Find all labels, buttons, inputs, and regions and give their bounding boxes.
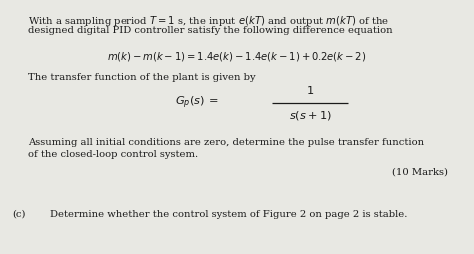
Text: $m(k) - m(k-1) = 1.4e(k) - 1.4e(k-1) + 0.2e(k-2)$: $m(k) - m(k-1) = 1.4e(k) - 1.4e(k-1) + 0… <box>107 50 367 63</box>
Text: Assuming all initial conditions are zero, determine the pulse transfer function: Assuming all initial conditions are zero… <box>28 138 424 147</box>
Text: $s(s+1)$: $s(s+1)$ <box>289 109 331 122</box>
Text: The transfer function of the plant is given by: The transfer function of the plant is gi… <box>28 73 255 82</box>
Text: Determine whether the control system of Figure 2 on page 2 is stable.: Determine whether the control system of … <box>50 210 407 219</box>
Text: (c): (c) <box>12 210 26 219</box>
Text: $1$: $1$ <box>306 84 314 96</box>
Text: of the closed-loop control system.: of the closed-loop control system. <box>28 150 198 159</box>
Text: With a sampling period $T = 1$ s, the input $e(kT)$ and output $m(kT)$ of the: With a sampling period $T = 1$ s, the in… <box>28 14 389 28</box>
Text: (10 Marks): (10 Marks) <box>392 168 448 177</box>
Text: designed digital PID controller satisfy the following difference equation: designed digital PID controller satisfy … <box>28 26 392 35</box>
Text: $G_p(s)\,=$: $G_p(s)\,=$ <box>175 95 219 111</box>
